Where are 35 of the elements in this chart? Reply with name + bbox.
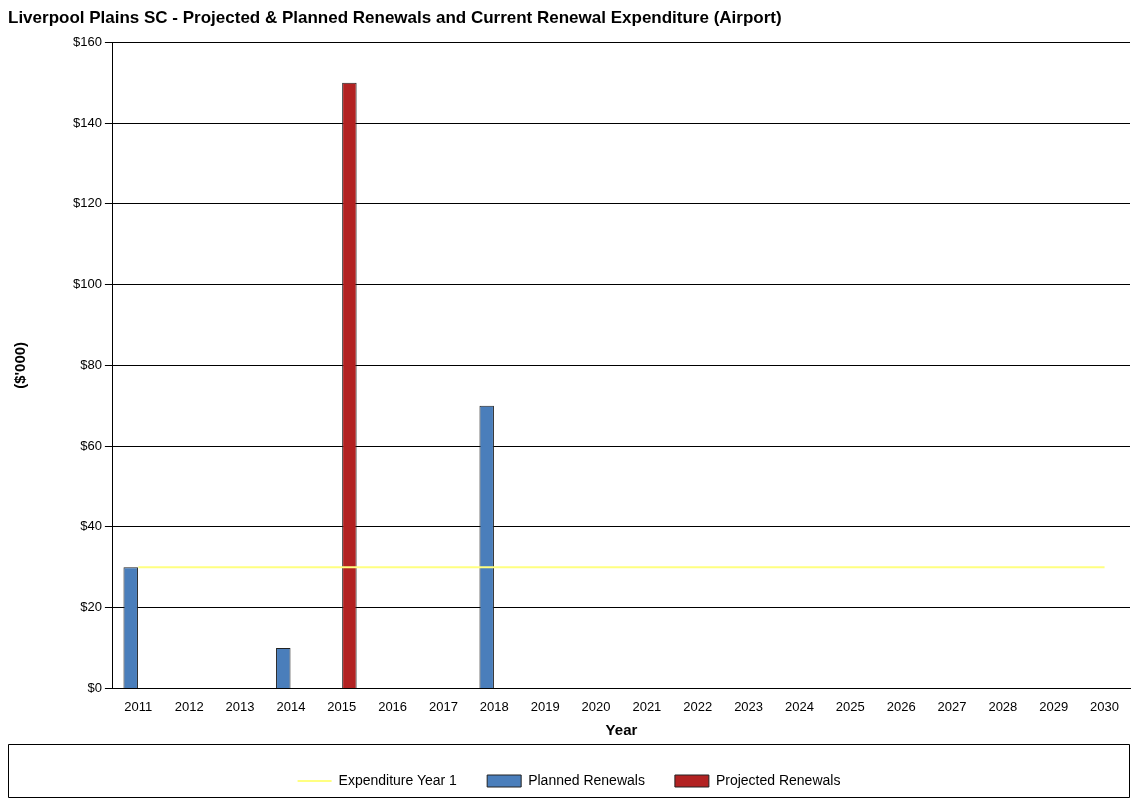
x-tick-label: 2028 [988,698,1018,714]
x-tick-label: 2023 [734,698,764,714]
x-tick-label: 2029 [1039,698,1069,714]
x-tick-label: 2025 [835,698,865,714]
x-tick-label: 2022 [683,698,713,714]
y-tick-label: $80 [80,356,102,372]
x-tick-label: 2016 [378,698,408,714]
x-tick-label: 2020 [581,698,611,714]
x-tick-label: 2019 [530,698,560,714]
y-tick-label: $20 [80,599,102,615]
legend-label: Planned Renewals [528,771,645,788]
x-tick-label: 2017 [429,698,458,714]
y-axis-title: ($'000) [11,341,29,389]
x-tick-label: 2018 [479,698,509,714]
chart-title: Liverpool Plains SC - Projected & Planned Renewals and Current Renewal Expenditure (Airport) [8,7,782,27]
y-tick-label: $140 [73,114,102,130]
x-tick-label: 2012 [174,698,204,714]
x-tick-label: 2011 [124,698,153,714]
x-tick-label: 2013 [225,698,255,714]
y-tick-label: $120 [73,195,102,211]
legend-label: Expenditure Year 1 [338,771,458,788]
x-tick-label: 2027 [937,698,967,714]
x-tick-label: 2024 [784,698,814,714]
y-tick-label: $160 [73,33,102,49]
x-tick-label: 2021 [632,698,662,714]
legend-label: Projected Renewals [715,771,841,788]
y-tick-label: $40 [80,518,102,534]
x-tick-label: 2014 [276,698,306,714]
x-axis-title: Year [605,721,638,739]
y-tick-label: $0 [87,679,102,695]
x-tick-label: 2015 [327,698,357,714]
x-tick-label: 2026 [886,698,916,714]
x-tick-label: 2030 [1090,698,1120,714]
y-tick-label: $60 [80,437,102,453]
y-tick-label: $100 [73,276,102,292]
